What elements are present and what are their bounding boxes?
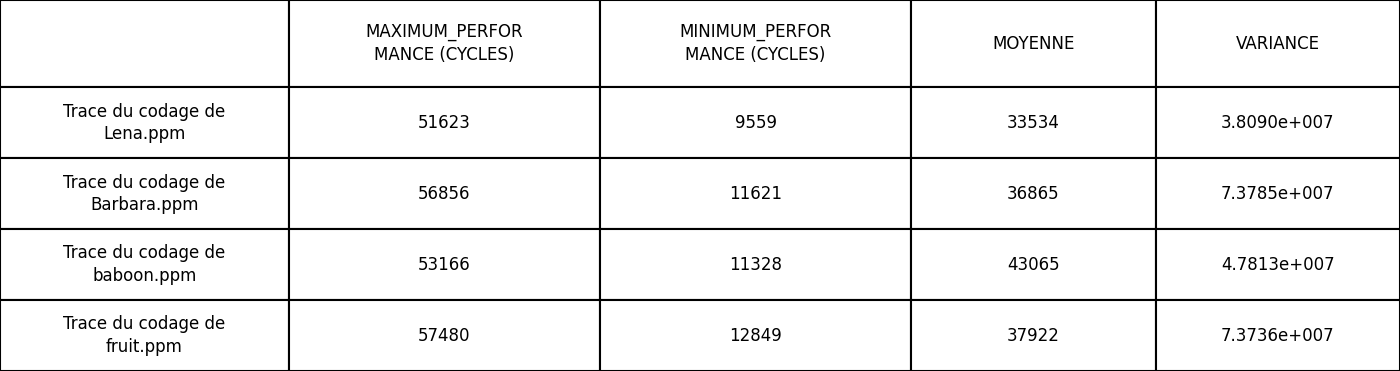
Bar [911,158,1155,229]
Bar [1155,0,1400,87]
Bar [911,0,1155,87]
Bar [0,0,288,87]
Text: 4.7813e+007: 4.7813e+007 [1221,256,1334,273]
Text: 12849: 12849 [729,326,783,345]
Bar [288,87,601,158]
Bar [288,0,601,87]
Text: 3.8090e+007: 3.8090e+007 [1221,114,1334,132]
Bar [1155,300,1400,371]
Bar [1155,87,1400,158]
Bar [601,300,911,371]
Text: 37922: 37922 [1007,326,1060,345]
Bar [0,158,288,229]
Text: 7.3736e+007: 7.3736e+007 [1221,326,1334,345]
Bar [0,229,288,300]
Bar [288,300,601,371]
Bar [601,229,911,300]
Text: 11621: 11621 [729,185,783,203]
Text: 9559: 9559 [735,114,777,132]
Text: 56856: 56856 [419,185,470,203]
Text: 53166: 53166 [419,256,470,273]
Bar [0,87,288,158]
Text: 33534: 33534 [1007,114,1060,132]
Text: MAXIMUM_PERFOR
MANCE (CYCLES): MAXIMUM_PERFOR MANCE (CYCLES) [365,23,524,64]
Text: MINIMUM_PERFOR
MANCE (CYCLES): MINIMUM_PERFOR MANCE (CYCLES) [679,23,832,64]
Text: 43065: 43065 [1007,256,1060,273]
Text: 11328: 11328 [729,256,783,273]
Bar [601,0,911,87]
Text: Trace du codage de
Barbara.ppm: Trace du codage de Barbara.ppm [63,174,225,214]
Text: MOYENNE: MOYENNE [993,35,1075,53]
Bar [0,300,288,371]
Text: VARIANCE: VARIANCE [1236,35,1320,53]
Bar [601,87,911,158]
Bar [1155,229,1400,300]
Bar [911,87,1155,158]
Text: 51623: 51623 [419,114,470,132]
Bar [911,300,1155,371]
Bar [288,158,601,229]
Bar [601,158,911,229]
Bar [911,229,1155,300]
Text: 36865: 36865 [1007,185,1060,203]
Text: Trace du codage de
baboon.ppm: Trace du codage de baboon.ppm [63,244,225,285]
Text: Trace du codage de
Lena.ppm: Trace du codage de Lena.ppm [63,102,225,143]
Text: 57480: 57480 [419,326,470,345]
Text: 7.3785e+007: 7.3785e+007 [1221,185,1334,203]
Text: Trace du codage de
fruit.ppm: Trace du codage de fruit.ppm [63,315,225,356]
Bar [288,229,601,300]
Bar [1155,158,1400,229]
